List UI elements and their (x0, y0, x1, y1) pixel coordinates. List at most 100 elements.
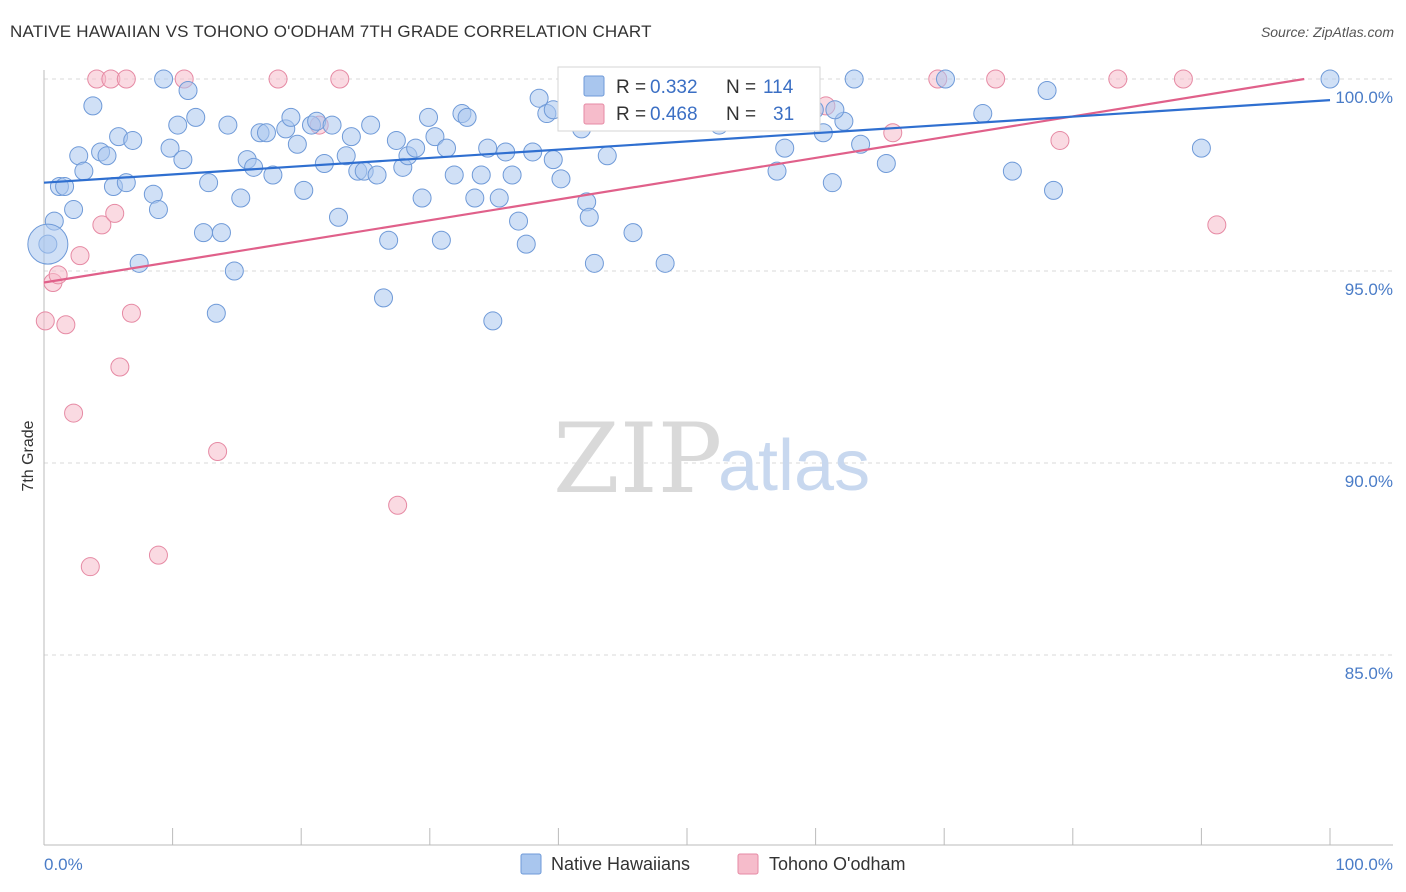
tohono-point (92, 215, 112, 235)
native-hawaiian-point (844, 69, 864, 89)
native-hawaiian-point (775, 138, 795, 158)
y-tick-label: 100.0% (1335, 88, 1393, 107)
native-hawaiian-point (193, 223, 213, 243)
tohono-point (64, 403, 84, 423)
native-hawaiian-point (483, 311, 503, 331)
native-hawaiian-point (851, 134, 871, 154)
native-hawaiian-point (74, 161, 94, 181)
legend-r-value-2: 0.468 (650, 104, 698, 125)
native-hawaiian-point (437, 138, 457, 158)
tohono-point (35, 311, 55, 331)
native-hawaiian-point (767, 161, 787, 181)
bottom-legend-label-tohono: Tohono O'odham (769, 854, 906, 874)
x-axis-ticks (43, 828, 1331, 845)
native-hawaiian-point (218, 115, 238, 135)
native-hawaiian-point (27, 223, 69, 265)
chart-title: NATIVE HAWAIIAN VS TOHONO O'ODHAM 7TH GR… (10, 22, 652, 41)
watermark-zip: ZIP (553, 403, 722, 515)
native-hawaiian-point (1191, 138, 1211, 158)
tohono-point (80, 557, 100, 577)
native-hawaiian-point (489, 188, 509, 208)
native-hawaiian-point (655, 253, 675, 273)
source-label: Source: ZipAtlas.com (1260, 24, 1394, 40)
tohono-point (148, 545, 168, 565)
native-hawaiian-point (584, 253, 604, 273)
tohono-point (110, 357, 130, 377)
y-tick-label: 85.0% (1345, 664, 1393, 683)
native-hawaiian-point (361, 115, 381, 135)
legend-swatch-pink (583, 103, 605, 125)
native-hawaiian-point (256, 123, 276, 143)
native-hawaiian-point (173, 150, 193, 170)
native-hawaiian-point (431, 230, 451, 250)
tohono-point (208, 441, 228, 461)
legend-r-label-1: R = (616, 77, 646, 98)
native-hawaiian-point (623, 223, 643, 243)
bottom-legend-label-native-hawaiians: Native Hawaiians (551, 854, 690, 874)
tohono-point (105, 203, 125, 223)
tohono-point (883, 123, 903, 143)
tohono-point (1173, 69, 1193, 89)
tohono-point (330, 69, 350, 89)
native-hawaiian-point (211, 223, 231, 243)
native-hawaiian-point (444, 165, 464, 185)
native-hawaiian-point (973, 104, 993, 124)
native-hawaiian-point (551, 169, 571, 189)
tohono-point (1050, 130, 1070, 150)
native-hawaiian-point (822, 173, 842, 193)
native-hawaiian-point (186, 107, 206, 127)
bottom-legend-swatch-pink (737, 853, 759, 875)
native-hawaiian-point (244, 157, 264, 177)
native-hawaiian-point (123, 130, 143, 150)
native-hawaiian-point (502, 165, 522, 185)
native-hawaiian-point (322, 115, 342, 135)
legend-n-label-1: N = (726, 77, 756, 98)
y-tick-label: 95.0% (1345, 280, 1393, 299)
native-hawaiian-point (457, 107, 477, 127)
native-hawaiian-point (148, 200, 168, 220)
native-hawaiian-point (97, 146, 117, 166)
native-hawaiian-point (529, 88, 549, 108)
watermark-atlas: atlas (718, 426, 870, 506)
native-hawaiian-point (129, 253, 149, 273)
native-hawaiian-point (64, 200, 84, 220)
native-hawaiian-point (876, 153, 896, 173)
native-hawaiian-point (328, 207, 348, 227)
native-hawaiian-point (543, 150, 563, 170)
tohono-point (986, 69, 1006, 89)
native-hawaiian-point (341, 127, 361, 147)
native-hawaiian-point (199, 173, 219, 193)
tohono-point (268, 69, 288, 89)
tohono-trend-line (43, 77, 1305, 284)
native-hawaiian-point (374, 288, 394, 308)
native-hawaiian-point (935, 69, 955, 89)
x-tick-label-min: 0.0% (44, 855, 83, 874)
native-hawaiian-point (178, 81, 198, 101)
native-hawaiian-point (281, 107, 301, 127)
tohono-point (116, 69, 136, 89)
native-hawaiian-point (1037, 81, 1057, 101)
native-hawaiian-point (412, 188, 432, 208)
tohono-point (388, 495, 408, 515)
native-hawaiian-point (160, 138, 180, 158)
native-hawaiian-point (83, 96, 103, 116)
native-hawaiian-point (263, 165, 283, 185)
bottom-legend-swatch-blue (520, 853, 542, 875)
tohono-point (1108, 69, 1128, 89)
tohono-point (70, 246, 90, 266)
native-hawaiian-point (465, 188, 485, 208)
native-hawaiian-point (471, 165, 491, 185)
native-hawaiian-point (419, 107, 439, 127)
native-hawaiian-point (478, 138, 498, 158)
native-hawaiian-point (509, 211, 529, 231)
legend-n-label-2: N = (726, 104, 756, 125)
native-hawaiian-point (406, 138, 426, 158)
tohono-point (1207, 215, 1227, 235)
native-hawaiian-point (206, 303, 226, 323)
y-tick-labels: 85.0% 90.0% 95.0% 100.0% (1335, 88, 1393, 683)
native-hawaiian-point (425, 127, 445, 147)
native-hawaiian-point (287, 134, 307, 154)
tohono-point (56, 315, 76, 335)
series-legend: Native Hawaiians Tohono O'odham (520, 853, 906, 875)
